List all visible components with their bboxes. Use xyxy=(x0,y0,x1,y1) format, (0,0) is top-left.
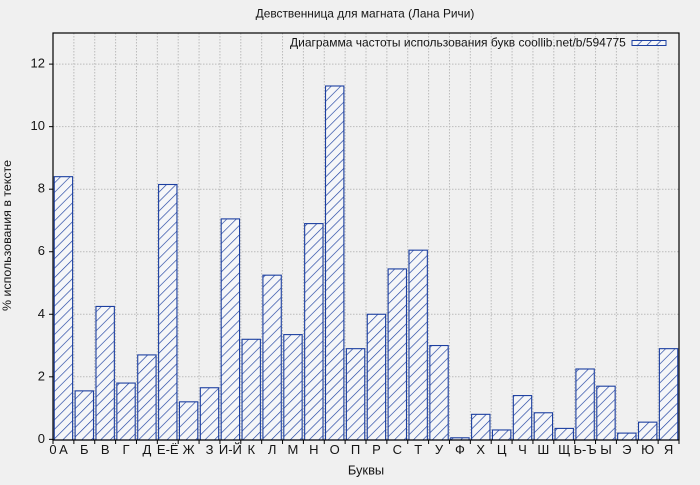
svg-text:0: 0 xyxy=(49,442,56,457)
svg-text:М: М xyxy=(288,442,299,457)
svg-text:% использования в тексте: % использования в тексте xyxy=(0,160,14,311)
svg-text:Е-Ё: Е-Ё xyxy=(157,442,179,457)
svg-text:Буквы: Буквы xyxy=(348,463,384,478)
svg-text:Ю: Ю xyxy=(641,442,654,457)
svg-text:Ч: Ч xyxy=(518,442,527,457)
svg-text:О: О xyxy=(330,442,340,457)
svg-text:6: 6 xyxy=(38,243,45,258)
svg-text:Щ: Щ xyxy=(558,442,570,457)
svg-text:8: 8 xyxy=(38,181,45,196)
svg-text:З: З xyxy=(206,442,214,457)
svg-text:А: А xyxy=(59,442,68,457)
svg-text:Т: Т xyxy=(414,442,422,457)
svg-text:Х: Х xyxy=(476,442,485,457)
svg-text:Ж: Ж xyxy=(183,442,195,457)
svg-text:Ш: Ш xyxy=(537,442,549,457)
svg-text:Я: Я xyxy=(664,442,673,457)
svg-text:Девственница для магната (Лана: Девственница для магната (Лана Ричи) xyxy=(256,7,475,21)
svg-text:0: 0 xyxy=(38,431,45,446)
svg-text:С: С xyxy=(393,442,402,457)
svg-text:10: 10 xyxy=(31,118,45,133)
svg-text:Д: Д xyxy=(142,442,151,457)
svg-text:Ь-Ъ: Ь-Ъ xyxy=(574,442,597,457)
svg-text:Г: Г xyxy=(123,442,130,457)
svg-text:Ф: Ф xyxy=(455,442,465,457)
svg-text:В: В xyxy=(101,442,110,457)
svg-text:Диаграмма частоты использовани: Диаграмма частоты использования букв coo… xyxy=(290,36,626,50)
svg-text:Ы: Ы xyxy=(600,442,612,457)
svg-text:4: 4 xyxy=(38,306,45,321)
svg-text:Н: Н xyxy=(309,442,318,457)
svg-text:П: П xyxy=(351,442,360,457)
svg-text:У: У xyxy=(435,442,444,457)
svg-text:К: К xyxy=(247,442,255,457)
svg-text:Ц: Ц xyxy=(497,442,507,457)
svg-text:Б: Б xyxy=(80,442,89,457)
svg-text:12: 12 xyxy=(31,56,45,71)
svg-text:Э: Э xyxy=(622,442,631,457)
svg-text:Л: Л xyxy=(268,442,277,457)
svg-text:И-Й: И-Й xyxy=(219,442,242,457)
svg-text:2: 2 xyxy=(38,368,45,383)
svg-text:Р: Р xyxy=(372,442,381,457)
